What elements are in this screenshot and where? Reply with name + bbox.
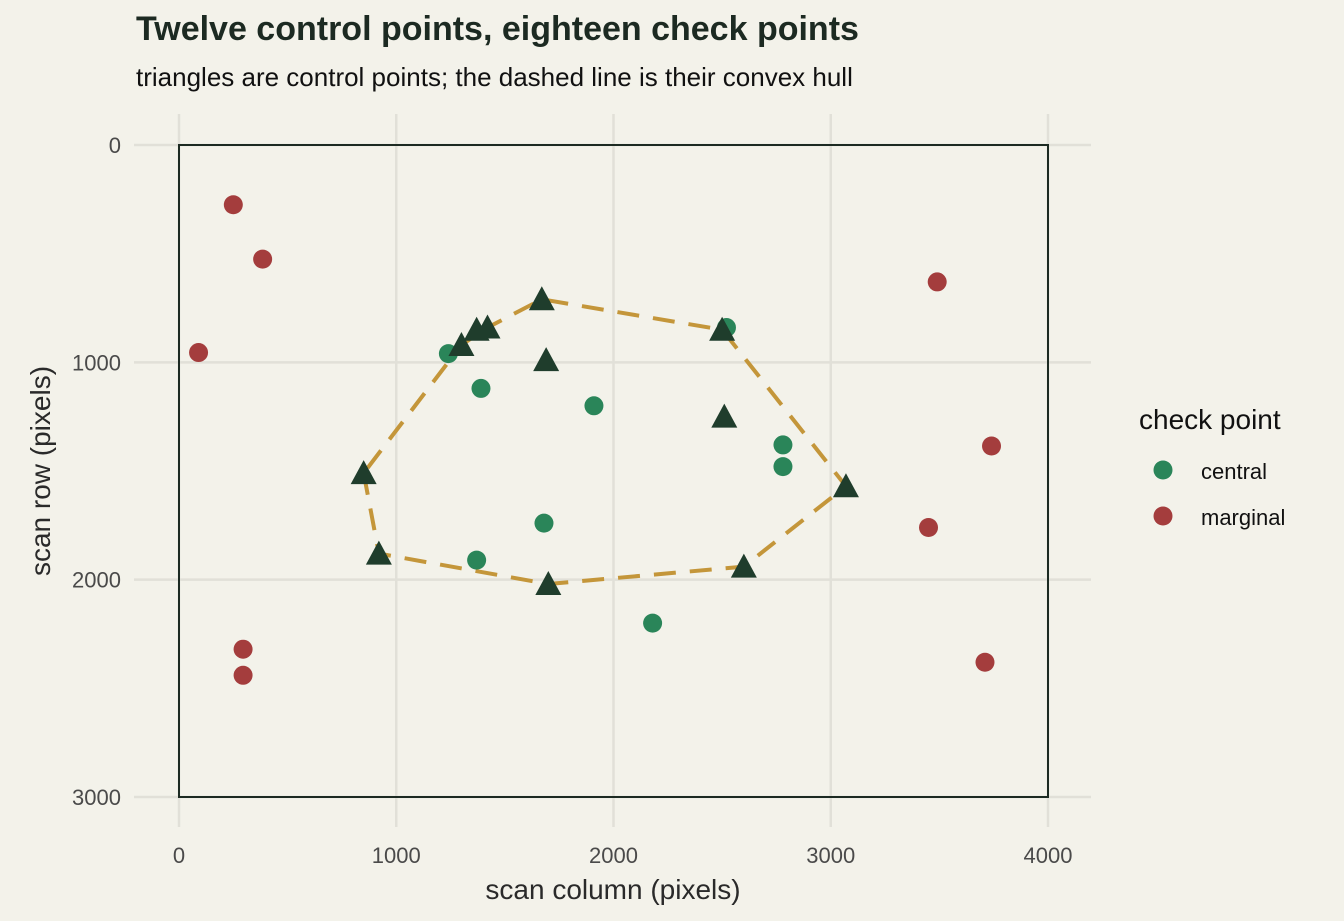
central-point-2: [584, 396, 604, 416]
y-tick-label-1: 1000: [72, 350, 121, 375]
control-point-4: [832, 473, 859, 498]
legend-swatch-marginal: [1153, 506, 1173, 526]
marginal-point-7: [919, 518, 939, 538]
marginal-point-0: [223, 195, 243, 215]
y-tick-label-0: 0: [109, 133, 121, 158]
convex-hull: [361, 297, 848, 587]
control-point-2: [535, 571, 562, 596]
y-tick-label-2: 2000: [72, 568, 121, 593]
legend-title: check point: [1139, 404, 1281, 435]
grid-lines: [134, 114, 1091, 827]
control-point-9: [448, 331, 475, 356]
y-tick-labels: 0 1000 2000 3000: [72, 133, 121, 810]
x-tick-label-3: 3000: [806, 843, 855, 868]
central-point-6: [534, 513, 554, 533]
x-tick-label-1: 1000: [372, 843, 421, 868]
chart-subtitle: triangles are control points; the dashed…: [136, 62, 853, 92]
x-tick-label-0: 0: [173, 843, 185, 868]
control-point-5: [709, 316, 736, 341]
central-point-7: [467, 550, 487, 570]
x-tick-label-4: 4000: [1024, 843, 1073, 868]
chart-title: Twelve control points, eighteen check po…: [136, 10, 859, 48]
x-tick-label-2: 2000: [589, 843, 638, 868]
scan-frame: [178, 144, 1049, 798]
marginal-point-1: [253, 249, 273, 269]
control-point-1: [365, 540, 392, 565]
legend: check point central marginal: [1139, 404, 1285, 530]
control-point-3: [730, 553, 757, 578]
x-tick-labels: 0 1000 2000 3000 4000: [173, 843, 1073, 868]
control-point-0: [350, 460, 377, 485]
control-point-10: [533, 347, 560, 372]
x-axis-title: scan column (pixels): [485, 874, 740, 905]
central-point-5: [773, 457, 793, 477]
marginal-point-2: [189, 343, 209, 363]
central-point-4: [773, 435, 793, 455]
control-point-6: [528, 286, 555, 311]
legend-label-central: central: [1201, 459, 1267, 484]
marginal-point-4: [233, 665, 253, 685]
y-tick-label-3: 3000: [72, 785, 121, 810]
marginal-point-6: [982, 436, 1002, 456]
y-axis-title: scan row (pixels): [25, 366, 56, 576]
data-points: [189, 195, 1002, 685]
marginal-point-5: [927, 272, 947, 292]
central-point-8: [643, 613, 663, 633]
control-point-11: [711, 403, 738, 428]
marginal-point-3: [233, 639, 253, 659]
legend-swatch-central: [1153, 460, 1173, 480]
legend-label-marginal: marginal: [1201, 505, 1285, 530]
marginal-point-8: [975, 652, 995, 672]
control-point-8: [463, 316, 490, 341]
central-point-1: [471, 378, 491, 398]
